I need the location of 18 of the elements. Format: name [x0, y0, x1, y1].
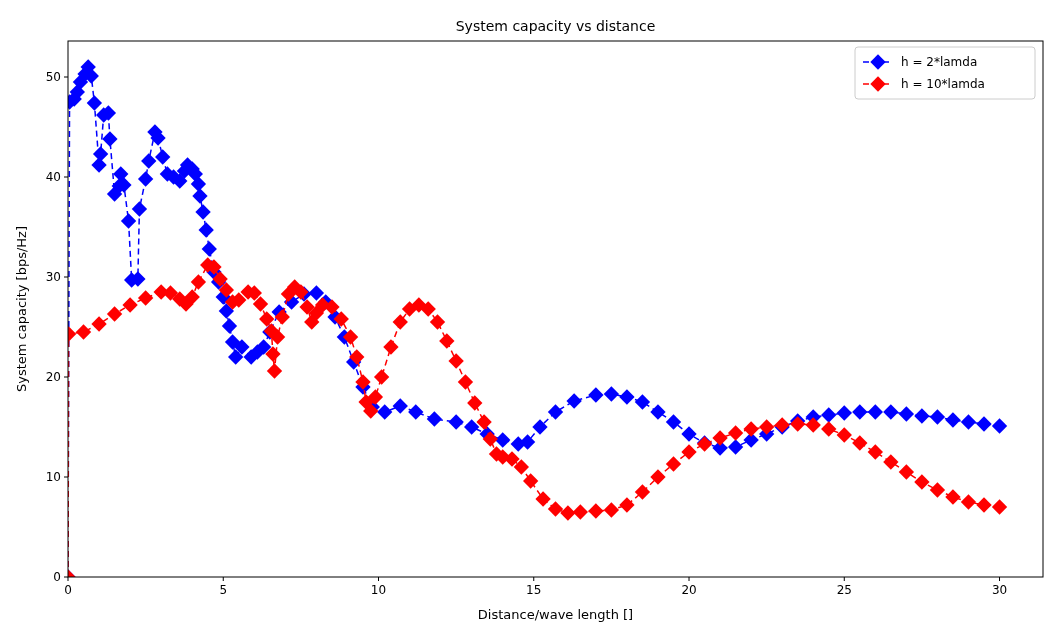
x-axis-title: Distance/wave length []	[477, 607, 634, 622]
x-tick-label: 0	[64, 583, 72, 597]
x-tick-label: 5	[219, 583, 228, 597]
y-tick-label: 30	[45, 270, 61, 284]
x-tick-label: 30	[991, 583, 1008, 597]
y-tick-label: 50	[45, 70, 61, 84]
y-axis-title: System capacity [bps/Hz]	[14, 225, 29, 393]
y-tick-label: 10	[45, 470, 61, 484]
legend-label: h = 10*lamda	[901, 77, 985, 91]
y-tick-label: 0	[53, 570, 61, 584]
x-tick-label: 15	[526, 583, 542, 597]
x-tick-label: 25	[836, 583, 852, 597]
y-tick-label: 20	[45, 370, 61, 384]
x-tick-label: 10	[370, 583, 387, 597]
chart-title: System capacity vs distance	[455, 18, 656, 34]
y-tick-label: 40	[45, 170, 61, 184]
legend-label: h = 2*lamda	[901, 55, 978, 69]
x-tick-label: 20	[681, 583, 697, 597]
